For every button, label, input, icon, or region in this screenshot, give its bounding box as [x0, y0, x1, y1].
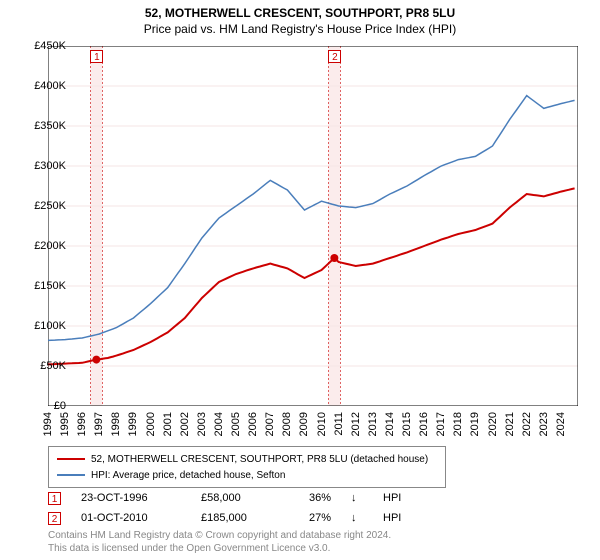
legend-swatch: [57, 458, 85, 460]
x-tick-label: 1996: [76, 412, 88, 436]
event-table: 1 23-OCT-1996 £58,000 36% ↓ HPI 2 01-OCT-2010 £1…: [48, 488, 413, 528]
legend-swatch: [57, 474, 85, 476]
legend-label: 52, MOTHERWELL CRESCENT, SOUTHPORT, PR8 …: [91, 454, 428, 465]
x-tick-label: 1994: [42, 412, 54, 436]
event-number-box: 1: [48, 492, 61, 505]
legend: 52, MOTHERWELL CRESCENT, SOUTHPORT, PR8 …: [48, 446, 446, 488]
legend-item: HPI: Average price, detached house, Seft…: [57, 467, 437, 483]
x-tick-label: 2016: [418, 412, 430, 436]
down-arrow-icon: ↓: [351, 492, 363, 504]
x-tick-label: 2001: [162, 412, 174, 436]
x-tick-label: 2023: [538, 412, 550, 436]
x-tick-label: 2024: [555, 412, 567, 436]
attribution-line1: Contains HM Land Registry data © Crown c…: [48, 530, 391, 543]
x-tick-label: 2021: [504, 412, 516, 436]
attribution: Contains HM Land Registry data © Crown c…: [48, 530, 391, 555]
title-main: 52, MOTHERWELL CRESCENT, SOUTHPORT, PR8 …: [0, 6, 600, 20]
y-tick-label: £350K: [34, 120, 66, 132]
event-date: 23-OCT-1996: [81, 492, 181, 504]
x-tick-label: 2006: [247, 412, 259, 436]
attribution-line2: This data is licensed under the Open Gov…: [48, 543, 391, 556]
x-tick-label: 2000: [145, 412, 157, 436]
y-tick-label: £150K: [34, 280, 66, 292]
x-tick-label: 2012: [350, 412, 362, 436]
y-tick-label: £400K: [34, 80, 66, 92]
event-date: 01-OCT-2010: [81, 512, 181, 524]
y-tick-label: £200K: [34, 240, 66, 252]
y-tick-label: £250K: [34, 200, 66, 212]
event-row: 1 23-OCT-1996 £58,000 36% ↓ HPI: [48, 488, 413, 508]
x-tick-label: 2011: [333, 412, 345, 436]
x-tick-label: 2019: [469, 412, 481, 436]
event-marker: 2: [328, 50, 341, 63]
x-tick-label: 2003: [196, 412, 208, 436]
event-row: 2 01-OCT-2010 £185,000 27% ↓ HPI: [48, 508, 413, 528]
x-tick-label: 2002: [179, 412, 191, 436]
x-tick-label: 2020: [487, 412, 499, 436]
down-arrow-icon: ↓: [351, 512, 363, 524]
plot-svg: [48, 46, 578, 406]
x-tick-label: 2010: [316, 412, 328, 436]
event-pct: 27%: [291, 512, 331, 524]
event-marker: 1: [90, 50, 103, 63]
chart-container: 52, MOTHERWELL CRESCENT, SOUTHPORT, PR8 …: [0, 0, 600, 560]
x-tick-label: 2008: [281, 412, 293, 436]
event-price: £185,000: [201, 512, 271, 524]
x-tick-label: 2015: [401, 412, 413, 436]
event-rel-label: HPI: [383, 492, 413, 504]
x-tick-label: 2005: [230, 412, 242, 436]
y-tick-label: £100K: [34, 320, 66, 332]
x-tick-label: 2009: [298, 412, 310, 436]
x-tick-label: 1995: [59, 412, 71, 436]
event-pct: 36%: [291, 492, 331, 504]
x-tick-label: 2017: [435, 412, 447, 436]
x-tick-label: 1999: [127, 412, 139, 436]
event-rel-label: HPI: [383, 512, 413, 524]
x-tick-label: 2018: [452, 412, 464, 436]
event-price: £58,000: [201, 492, 271, 504]
y-tick-label: £0: [54, 400, 66, 412]
title-sub: Price paid vs. HM Land Registry's House …: [0, 22, 600, 36]
x-tick-label: 1997: [93, 412, 105, 436]
x-tick-label: 2004: [213, 412, 225, 436]
y-tick-label: £50K: [40, 360, 66, 372]
event-number-box: 2: [48, 512, 61, 525]
plot-area: [48, 46, 578, 406]
x-tick-label: 2013: [367, 412, 379, 436]
x-tick-label: 2022: [521, 412, 533, 436]
x-tick-label: 2007: [264, 412, 276, 436]
x-tick-label: 1998: [110, 412, 122, 436]
y-tick-label: £300K: [34, 160, 66, 172]
y-tick-label: £450K: [34, 40, 66, 52]
legend-item: 52, MOTHERWELL CRESCENT, SOUTHPORT, PR8 …: [57, 451, 437, 467]
legend-label: HPI: Average price, detached house, Seft…: [91, 470, 285, 481]
chart-titles: 52, MOTHERWELL CRESCENT, SOUTHPORT, PR8 …: [0, 0, 600, 36]
x-tick-label: 2014: [384, 412, 396, 436]
